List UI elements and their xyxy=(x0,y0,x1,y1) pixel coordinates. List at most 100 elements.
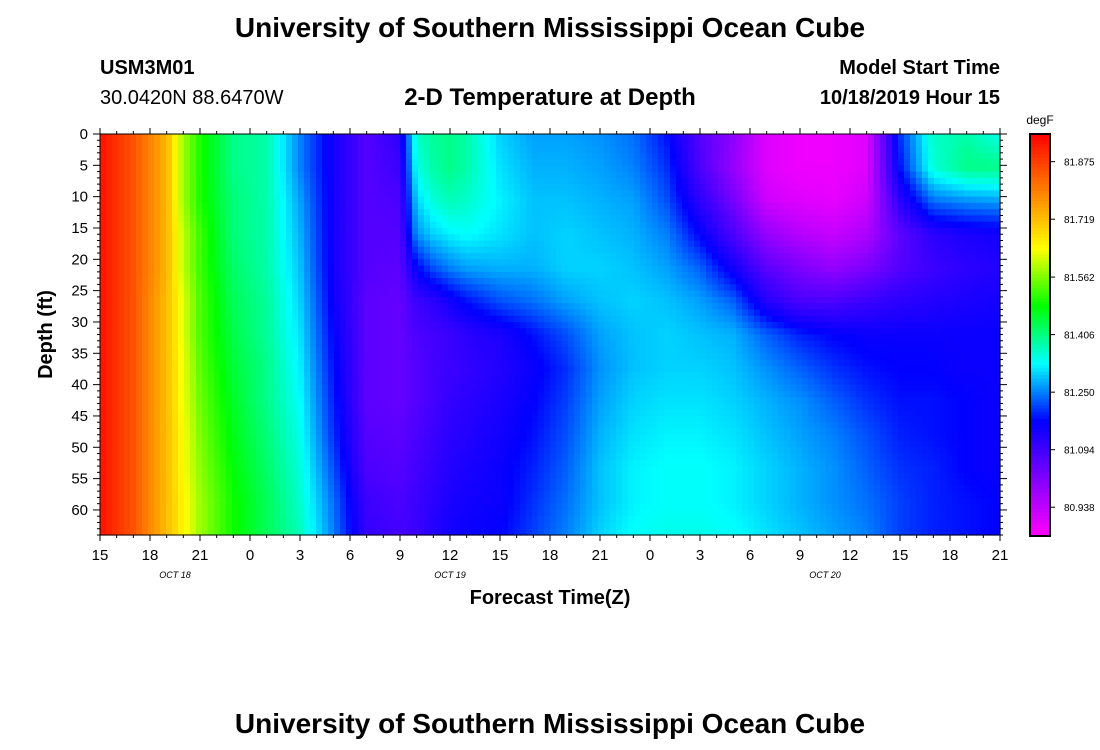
heatmap-cell xyxy=(298,497,305,505)
heatmap-cell xyxy=(112,159,119,166)
heatmap-cell xyxy=(196,315,203,323)
heatmap-cell xyxy=(112,447,119,455)
heatmap-cell xyxy=(538,290,545,298)
heatmap-cell xyxy=(448,215,455,223)
heatmap-cell xyxy=(244,409,251,417)
heatmap-cell xyxy=(316,265,323,273)
heatmap-cell xyxy=(544,177,551,185)
heatmap-cell xyxy=(436,503,443,511)
heatmap-cell xyxy=(196,372,203,379)
heatmap-cell xyxy=(274,159,281,166)
heatmap-cell xyxy=(106,284,113,292)
heatmap-cell xyxy=(292,478,299,486)
heatmap-cell xyxy=(454,140,461,148)
heatmap-cell xyxy=(400,484,407,492)
heatmap-cell xyxy=(394,159,401,166)
heatmap-cell xyxy=(532,353,539,361)
heatmap-cell xyxy=(526,340,533,348)
heatmap-cell xyxy=(124,365,131,373)
heatmap-cell xyxy=(388,365,395,373)
heatmap-cell xyxy=(184,491,191,499)
heatmap-cell xyxy=(478,328,485,336)
heatmap-cell xyxy=(154,491,161,499)
heatmap-cell xyxy=(172,334,179,342)
heatmap-cell xyxy=(256,296,263,304)
heatmap-cell xyxy=(544,259,551,267)
heatmap-cell xyxy=(238,509,245,517)
heatmap-cell xyxy=(496,409,503,417)
heatmap-cell xyxy=(454,484,461,492)
heatmap-cell xyxy=(430,522,437,530)
heatmap-cell xyxy=(166,202,173,210)
heatmap-cell xyxy=(400,497,407,505)
heatmap-cell xyxy=(370,296,377,304)
heatmap-cell xyxy=(394,397,401,405)
heatmap-cell xyxy=(538,403,545,411)
heatmap-cell xyxy=(130,171,137,179)
heatmap-cell xyxy=(202,165,209,173)
heatmap-cell xyxy=(190,165,197,173)
heatmap-cell xyxy=(352,246,359,254)
heatmap-cell xyxy=(322,202,329,210)
heatmap-cell xyxy=(484,290,491,298)
heatmap-cell xyxy=(304,321,311,329)
heatmap-cell xyxy=(310,334,317,342)
heatmap-cell xyxy=(538,484,545,492)
heatmap-cell xyxy=(460,378,467,386)
heatmap-cell xyxy=(562,422,569,430)
heatmap-cell xyxy=(472,340,479,348)
heatmap-cell xyxy=(256,227,263,235)
heatmap-cell xyxy=(544,309,551,317)
heatmap-cell xyxy=(466,528,473,536)
heatmap-cell xyxy=(340,397,347,405)
heatmap-cell xyxy=(526,478,533,486)
heatmap-cell xyxy=(334,234,341,242)
heatmap-cell xyxy=(298,372,305,379)
heatmap-cell xyxy=(436,290,443,298)
heatmap-cell xyxy=(286,334,293,342)
heatmap-cell xyxy=(400,140,407,148)
heatmap-cell xyxy=(190,253,197,260)
heatmap-cell xyxy=(388,209,395,217)
heatmap-cell xyxy=(220,209,227,217)
heatmap-cell xyxy=(316,234,323,242)
heatmap-cell xyxy=(358,415,365,423)
heatmap-cell xyxy=(418,259,425,267)
heatmap-cell xyxy=(472,215,479,223)
heatmap-cell xyxy=(526,422,533,430)
heatmap-cell xyxy=(118,303,125,311)
heatmap-cell xyxy=(244,184,251,191)
heatmap-cell xyxy=(292,428,299,436)
heatmap-cell xyxy=(412,303,419,311)
heatmap-cell xyxy=(466,209,473,217)
heatmap-cell xyxy=(364,328,371,336)
heatmap-cell xyxy=(310,528,317,536)
heatmap-cell xyxy=(466,466,473,473)
heatmap-cell xyxy=(508,353,515,361)
heatmap-cell xyxy=(322,384,329,392)
heatmap-cell xyxy=(316,428,323,436)
heatmap-cell xyxy=(538,215,545,223)
heatmap-cell xyxy=(268,296,275,304)
heatmap-cell xyxy=(316,472,323,480)
heatmap-cell xyxy=(466,234,473,242)
heatmap-cell xyxy=(532,290,539,298)
heatmap-cell xyxy=(214,484,221,492)
heatmap-cell xyxy=(466,253,473,260)
heatmap-cell xyxy=(274,390,281,398)
heatmap-cell xyxy=(244,415,251,423)
heatmap-cell xyxy=(496,359,503,367)
heatmap-cell xyxy=(514,290,521,298)
heatmap-cell xyxy=(472,227,479,235)
heatmap-cell xyxy=(406,209,413,217)
heatmap-cell xyxy=(394,271,401,279)
heatmap-cell xyxy=(448,134,455,141)
heatmap-cell xyxy=(184,409,191,417)
heatmap-cell xyxy=(490,134,497,141)
heatmap-cell xyxy=(208,409,215,417)
heatmap-cell xyxy=(256,146,263,154)
heatmap-cell xyxy=(112,234,119,242)
heatmap-cell xyxy=(466,347,473,354)
heatmap-cell xyxy=(508,184,515,191)
heatmap-cell xyxy=(370,140,377,148)
